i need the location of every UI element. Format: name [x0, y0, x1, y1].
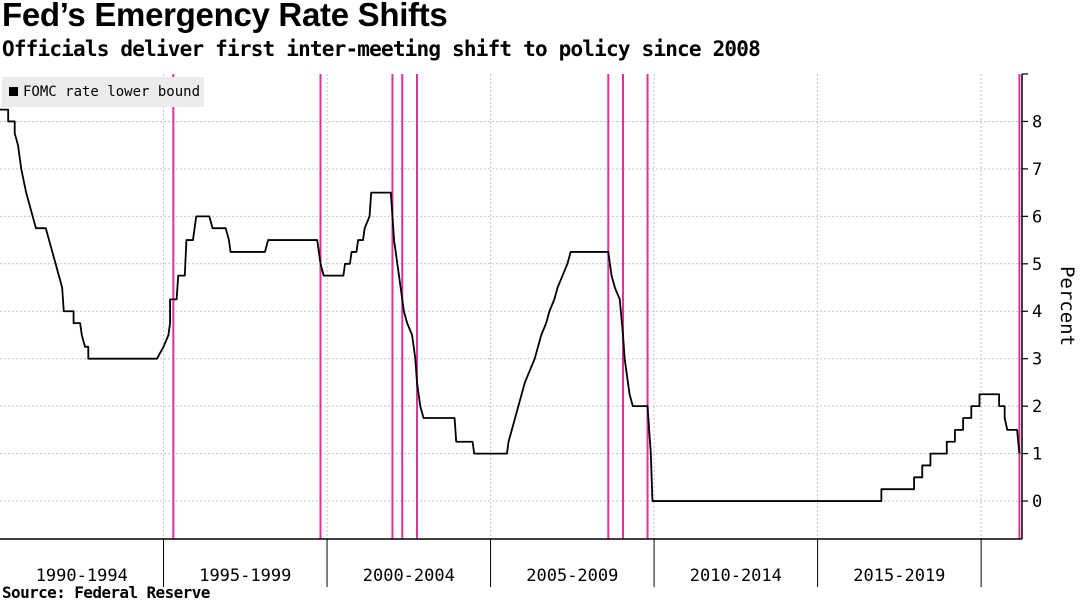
chart-title: Fed’s Emergency Rate Shifts	[2, 0, 448, 33]
x-period-label: 1995-1999	[199, 566, 291, 586]
y-tick-label: 5	[1032, 255, 1042, 275]
x-period-label: 2000-2004	[363, 566, 455, 586]
y-tick-label: 1	[1032, 445, 1042, 465]
y-tick-label: 3	[1032, 350, 1042, 370]
series-line-fomc-rate	[0, 108, 1021, 502]
y-tick-label: 4	[1032, 302, 1042, 322]
y-tick-label: 6	[1032, 207, 1042, 227]
y-tick-label: 8	[1032, 112, 1042, 132]
grid-lines	[0, 74, 1022, 539]
x-period-label: 2010-2014	[690, 566, 782, 586]
chart-subtitle: Officials deliver first inter-meeting sh…	[2, 37, 761, 61]
x-period-label: 2005-2009	[526, 566, 618, 586]
y-axis-label: Percent	[1056, 266, 1078, 346]
y-tick-label: 2	[1032, 397, 1042, 417]
series-group	[0, 108, 1021, 502]
legend-background	[2, 77, 204, 107]
plot-background	[0, 74, 1022, 539]
x-period-label: 1990-1994	[36, 566, 128, 586]
y-tick-label: 0	[1032, 492, 1042, 512]
legend-swatch	[9, 87, 18, 96]
legend-label: FOMC rate lower bound	[23, 84, 200, 100]
event-markers	[172, 74, 1021, 539]
source-note: Source: Federal Reserve	[2, 583, 210, 602]
axes-group: 0 1 2 3 4 5 6 7 8 1990-1994 1995-1999 2000-2004 2005…	[0, 73, 1042, 587]
y-tick-label: 7	[1032, 160, 1042, 180]
x-period-label: 2015-2019	[853, 566, 945, 586]
legend: FOMC rate lower bound	[2, 77, 204, 107]
